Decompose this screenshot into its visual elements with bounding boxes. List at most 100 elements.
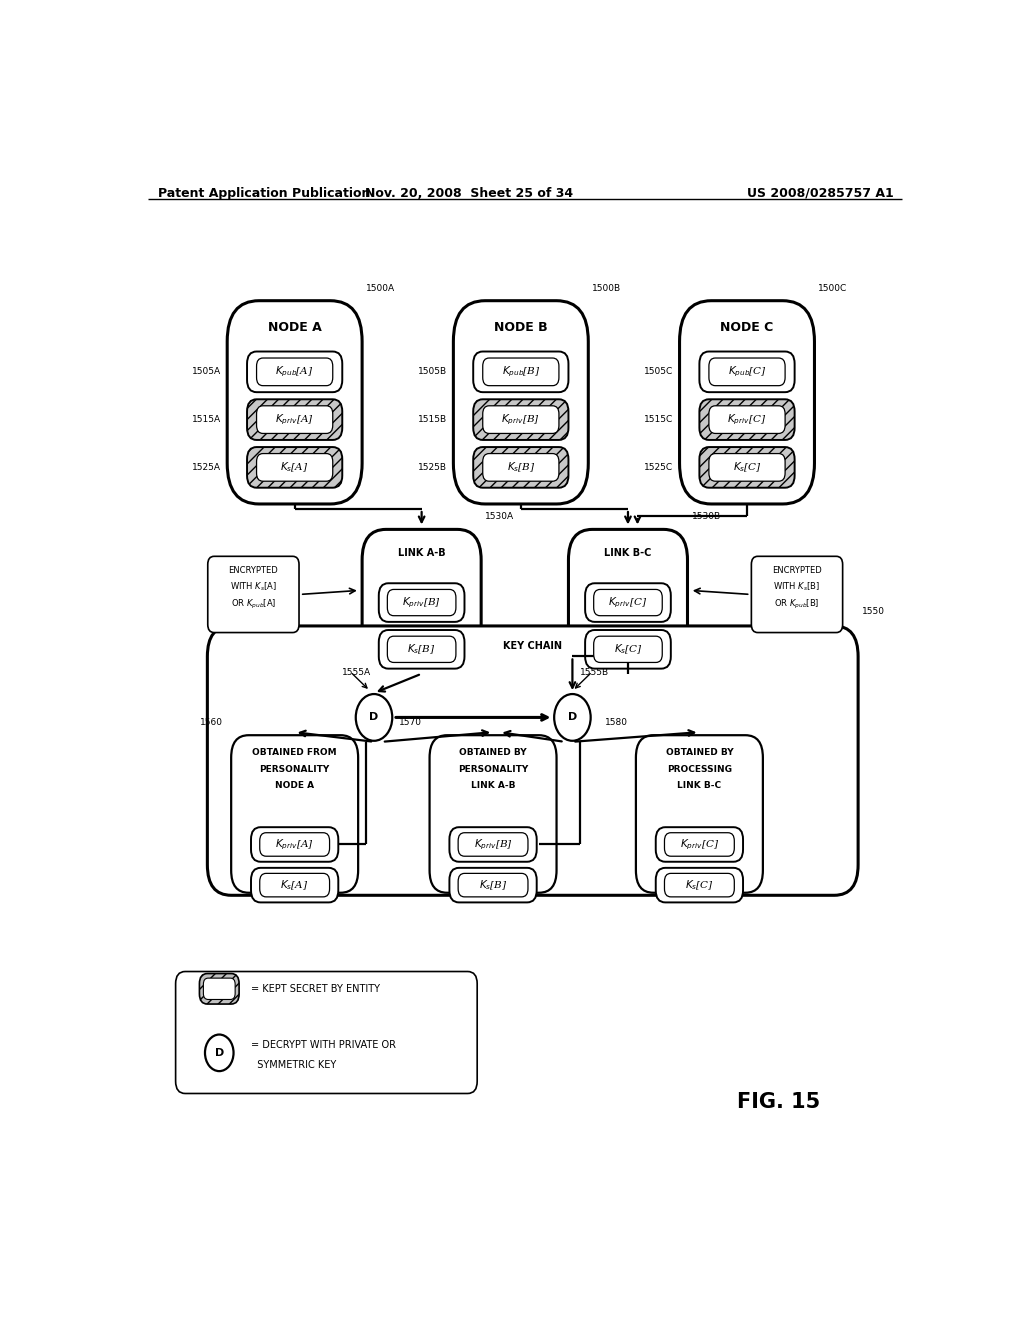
Text: OR $K_{pub}$[A]: OR $K_{pub}$[A] — [230, 598, 276, 611]
FancyBboxPatch shape — [257, 405, 333, 433]
FancyBboxPatch shape — [699, 399, 795, 440]
FancyBboxPatch shape — [655, 867, 743, 903]
Text: $K_s$[C]: $K_s$[C] — [732, 461, 762, 474]
FancyBboxPatch shape — [362, 529, 481, 672]
Text: 1515C: 1515C — [644, 414, 673, 424]
Text: LINK A-B: LINK A-B — [397, 548, 445, 557]
Text: $K_s$[B]: $K_s$[B] — [507, 461, 536, 474]
FancyBboxPatch shape — [636, 735, 763, 892]
Text: $K_s$[A]: $K_s$[A] — [281, 461, 309, 474]
Text: OBTAINED FROM: OBTAINED FROM — [252, 748, 337, 758]
FancyBboxPatch shape — [655, 828, 743, 862]
Text: 1530A: 1530A — [485, 512, 514, 521]
Text: OR $K_{pub}$[B]: OR $K_{pub}$[B] — [774, 598, 820, 611]
FancyBboxPatch shape — [585, 630, 671, 669]
FancyBboxPatch shape — [430, 735, 557, 892]
FancyBboxPatch shape — [585, 583, 671, 622]
Text: LINK B-C: LINK B-C — [677, 781, 722, 789]
FancyBboxPatch shape — [568, 529, 687, 672]
FancyBboxPatch shape — [709, 454, 785, 482]
Text: = DECRYPT WITH PRIVATE OR: = DECRYPT WITH PRIVATE OR — [251, 1040, 396, 1049]
FancyBboxPatch shape — [473, 399, 568, 440]
FancyBboxPatch shape — [594, 636, 663, 663]
FancyBboxPatch shape — [247, 447, 342, 487]
FancyBboxPatch shape — [482, 358, 559, 385]
Text: $K_s$[C]: $K_s$[C] — [613, 643, 642, 656]
Text: = KEPT SECRET BY ENTITY: = KEPT SECRET BY ENTITY — [251, 983, 380, 994]
Text: 1550: 1550 — [862, 607, 885, 615]
FancyBboxPatch shape — [251, 828, 338, 862]
FancyBboxPatch shape — [473, 351, 568, 392]
Text: OBTAINED BY: OBTAINED BY — [666, 748, 733, 758]
FancyBboxPatch shape — [251, 867, 338, 903]
Text: $K_{priv}$[C]: $K_{priv}$[C] — [680, 837, 719, 851]
Text: 1500C: 1500C — [818, 284, 848, 293]
Circle shape — [554, 694, 591, 741]
Text: $K_s$[B]: $K_s$[B] — [479, 878, 507, 892]
Text: 1505C: 1505C — [644, 367, 673, 376]
FancyBboxPatch shape — [709, 405, 785, 433]
Text: $K_s$[A]: $K_s$[A] — [281, 878, 309, 892]
Text: PERSONALITY: PERSONALITY — [458, 764, 528, 774]
Text: US 2008/0285757 A1: US 2008/0285757 A1 — [748, 187, 894, 199]
FancyBboxPatch shape — [752, 556, 843, 632]
Text: 1515A: 1515A — [191, 414, 221, 424]
Text: PERSONALITY: PERSONALITY — [259, 764, 330, 774]
Text: 1505B: 1505B — [418, 367, 447, 376]
FancyBboxPatch shape — [709, 358, 785, 385]
FancyBboxPatch shape — [699, 351, 795, 392]
Text: 1530B: 1530B — [691, 512, 721, 521]
Text: D: D — [567, 713, 578, 722]
Text: D: D — [215, 1048, 224, 1057]
FancyBboxPatch shape — [260, 874, 330, 896]
Text: NODE A: NODE A — [275, 781, 314, 789]
Text: $K_{priv}$[A]: $K_{priv}$[A] — [275, 412, 314, 426]
FancyBboxPatch shape — [458, 833, 528, 857]
Text: $K_{priv}$[C]: $K_{priv}$[C] — [608, 595, 647, 610]
Text: 1505A: 1505A — [191, 367, 221, 376]
Text: FIG. 15: FIG. 15 — [737, 1092, 820, 1111]
FancyBboxPatch shape — [257, 358, 333, 385]
FancyBboxPatch shape — [247, 399, 342, 440]
Text: 1570: 1570 — [398, 718, 422, 727]
Text: 1555A: 1555A — [342, 668, 372, 677]
Text: $K_s$[B]: $K_s$[B] — [408, 643, 436, 656]
Text: WITH $K_s$[A]: WITH $K_s$[A] — [229, 579, 276, 593]
FancyBboxPatch shape — [257, 454, 333, 482]
Text: $K_{pub}$[A]: $K_{pub}$[A] — [275, 364, 314, 379]
FancyBboxPatch shape — [207, 626, 858, 895]
FancyBboxPatch shape — [450, 867, 537, 903]
FancyBboxPatch shape — [454, 301, 588, 504]
Text: Patent Application Publication: Patent Application Publication — [158, 187, 371, 199]
Circle shape — [355, 694, 392, 741]
Text: KEY CHAIN: KEY CHAIN — [503, 642, 562, 651]
Text: LINK A-B: LINK A-B — [471, 781, 515, 789]
FancyBboxPatch shape — [231, 735, 358, 892]
FancyBboxPatch shape — [594, 590, 663, 615]
Text: $K_{priv}$[B]: $K_{priv}$[B] — [402, 595, 441, 610]
FancyBboxPatch shape — [200, 974, 240, 1005]
Text: NODE B: NODE B — [494, 321, 548, 334]
FancyBboxPatch shape — [176, 972, 477, 1093]
FancyBboxPatch shape — [204, 978, 236, 999]
FancyBboxPatch shape — [699, 447, 795, 487]
Text: 1515B: 1515B — [418, 414, 447, 424]
FancyBboxPatch shape — [482, 405, 559, 433]
FancyBboxPatch shape — [387, 636, 456, 663]
Text: 1500B: 1500B — [592, 284, 622, 293]
Text: 1555B: 1555B — [581, 668, 609, 677]
Text: ENCRYPTED: ENCRYPTED — [772, 565, 822, 574]
FancyBboxPatch shape — [458, 874, 528, 896]
Circle shape — [205, 1035, 233, 1071]
Text: D: D — [370, 713, 379, 722]
FancyBboxPatch shape — [227, 301, 362, 504]
Text: PROCESSING: PROCESSING — [667, 764, 732, 774]
Text: $K_{pub}$[B]: $K_{pub}$[B] — [502, 364, 541, 379]
FancyBboxPatch shape — [665, 874, 734, 896]
Text: NODE A: NODE A — [268, 321, 322, 334]
Text: 1580: 1580 — [605, 718, 628, 727]
Text: 1525C: 1525C — [644, 463, 673, 471]
FancyBboxPatch shape — [450, 828, 537, 862]
FancyBboxPatch shape — [260, 833, 330, 857]
FancyBboxPatch shape — [665, 833, 734, 857]
